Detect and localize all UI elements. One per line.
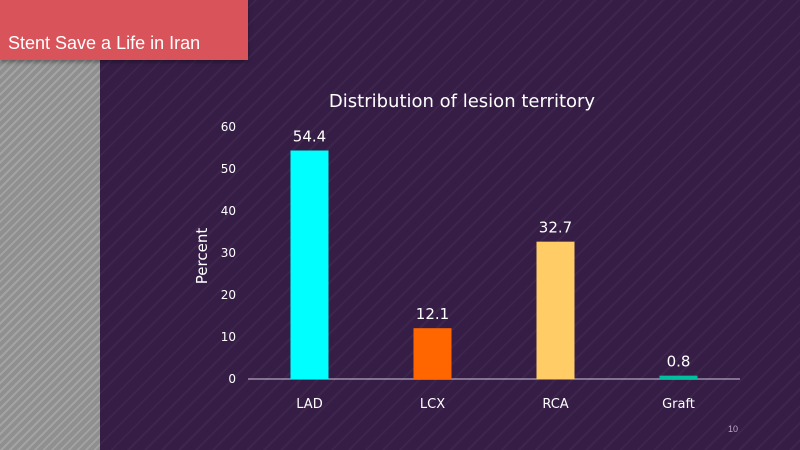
bar-lad (290, 150, 329, 379)
y-tick-label: 0 (228, 372, 236, 386)
chart-title: Distribution of lesion territory (329, 91, 595, 112)
data-label: 0.8 (667, 353, 691, 371)
x-tick-label: LCX (420, 397, 445, 412)
x-tick-label: RCA (542, 397, 568, 412)
y-tick-label: 60 (221, 120, 236, 134)
data-label: 32.7 (539, 219, 572, 237)
y-axis-label: Percent (193, 228, 211, 285)
bar-rca (536, 241, 575, 379)
y-tick-label: 20 (221, 288, 236, 302)
y-tick-label: 40 (221, 204, 236, 218)
bar-graft (659, 375, 698, 379)
data-label: 54.4 (293, 128, 326, 146)
left-decorative-strip (0, 0, 100, 450)
bar-lcx (413, 328, 452, 379)
title-banner: Stent Save a Life in Iran (0, 0, 248, 60)
slide-number: 10 (728, 424, 739, 434)
y-tick-label: 30 (221, 246, 236, 260)
x-tick-label: LAD (296, 397, 322, 412)
data-label: 12.1 (416, 305, 449, 323)
x-tick-label: Graft (662, 397, 695, 412)
y-tick-label: 10 (221, 330, 236, 344)
banner-title: Stent Save a Life in Iran (8, 33, 201, 53)
y-tick-label: 50 (221, 162, 236, 176)
